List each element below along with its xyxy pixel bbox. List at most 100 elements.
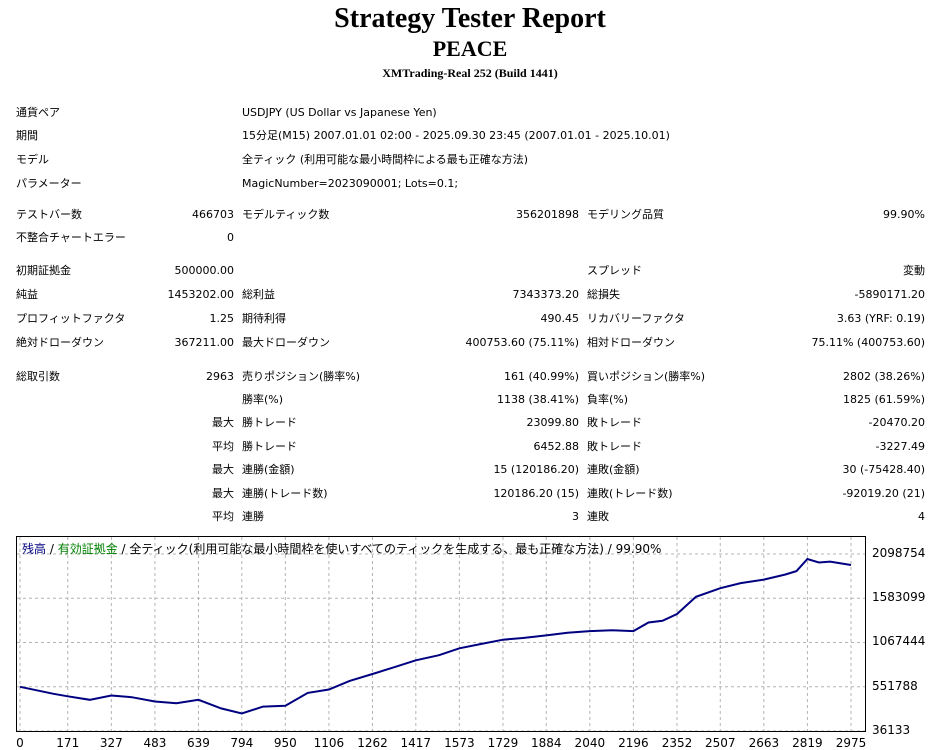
stat-qualifier: 最大	[212, 416, 234, 429]
x-tick-label: 1573	[444, 736, 475, 750]
stat-label: 勝トレード	[242, 416, 297, 429]
server-info: XMTrading-Real 252 (Build 1441)	[382, 66, 558, 80]
stat-value: 23099.80	[526, 416, 580, 429]
x-tick-label: 794	[230, 736, 254, 750]
stat-value: 490.45	[540, 312, 580, 325]
stat-label: 初期証拠金	[16, 264, 71, 277]
x-tick-label: 2507	[704, 736, 736, 750]
stat-value: 4	[918, 510, 925, 523]
stat-value: 356201898	[516, 208, 579, 221]
y-tick-label: 1583099	[872, 590, 926, 605]
stat-value: 466703	[192, 208, 234, 221]
y-tick-label: 1067444	[872, 634, 926, 649]
stat-value: -92019.20 (21)	[842, 487, 925, 500]
x-tick-label: 1417	[400, 736, 432, 750]
stat-label: 敗トレード	[587, 440, 642, 453]
stat-value: -5890171.20	[854, 288, 925, 301]
stat-qualifier: 平均	[212, 440, 234, 453]
stat-value: 2963	[206, 370, 234, 383]
stat-label: 連勝	[242, 510, 264, 523]
stat-label: 勝トレード	[242, 440, 297, 453]
stat-value: 2802 (38.26%)	[842, 370, 925, 383]
stat-label: 総損失	[587, 288, 620, 301]
report-title: Strategy Tester Report	[334, 3, 606, 34]
balance-line	[19, 557, 852, 715]
x-tick-label: 639	[187, 736, 210, 750]
stat-qualifier: 平均	[212, 510, 234, 523]
stat-label: 負率(%)	[587, 393, 629, 406]
legend-description: / 全ティック(利用可能な最小時間枠を使いすべてのティックを生成する、最も正確な…	[117, 542, 662, 556]
ea-name: PEACE	[432, 36, 508, 61]
settings-value: 全ティック (利用可能な最小時間枠による最も正確な方法)	[242, 153, 529, 166]
stat-value: 3.63 (YRF: 0.19)	[836, 312, 925, 325]
stat-label: 総取引数	[16, 370, 60, 383]
settings-label: モデル	[16, 153, 49, 166]
settings-label: 期間	[16, 129, 38, 142]
stat-label: 不整合チャートエラー	[16, 231, 126, 244]
y-tick-label: 551788	[872, 678, 918, 693]
x-tick-label: 2663	[748, 736, 780, 750]
stat-label: 連敗(トレード数)	[587, 487, 673, 500]
stat-value: -3227.49	[875, 440, 925, 453]
stat-value: 161 (40.99%)	[503, 370, 579, 383]
stat-label: プロフィットファクタ	[16, 312, 126, 325]
stat-value: 120186.20 (15)	[493, 487, 579, 500]
x-tick-label: 0	[16, 736, 24, 750]
stat-label: 最大ドローダウン	[242, 336, 330, 349]
balance-chart	[16, 536, 866, 732]
stat-value: 30 (-75428.40)	[842, 463, 925, 476]
stat-label: 連勝(トレード数)	[242, 487, 328, 500]
stat-label: テストバー数	[16, 208, 82, 221]
legend-equity: 有効証拠金	[57, 542, 118, 556]
stat-value: 3	[572, 510, 579, 523]
legend-separator: /	[46, 542, 58, 556]
x-tick-label: 2040	[574, 736, 606, 750]
x-tick-label: 1729	[487, 736, 519, 750]
stat-value: 400753.60 (75.11%)	[465, 336, 579, 349]
x-tick-label: 327	[99, 736, 123, 750]
stat-label: モデルティック数	[242, 208, 330, 221]
chart-plot	[17, 537, 865, 731]
settings-value: USDJPY (US Dollar vs Japanese Yen)	[242, 106, 437, 119]
stat-value: 0	[227, 231, 234, 244]
stat-label: 連敗(金額)	[587, 463, 640, 476]
stat-value: 7343373.20	[512, 288, 579, 301]
x-tick-label: 2975	[835, 736, 867, 750]
stat-label: スプレッド	[587, 264, 642, 277]
stat-value: 99.90%	[883, 208, 925, 221]
stat-value: 1138 (38.41%)	[496, 393, 579, 406]
settings-label: パラメーター	[16, 177, 82, 190]
stat-value: 1825 (61.59%)	[842, 393, 925, 406]
x-tick-label: 2196	[618, 736, 649, 750]
stat-label: 期待利得	[242, 312, 286, 325]
stat-qualifier: 最大	[212, 487, 234, 500]
x-tick-label: 1884	[530, 736, 562, 750]
settings-value: 15分足(M15) 2007.01.01 02:00 - 2025.09.30 …	[242, 129, 670, 142]
x-tick-label: 950	[273, 736, 297, 750]
stat-label: 買いポジション(勝率%)	[587, 370, 706, 383]
x-tick-label: 2352	[661, 736, 693, 750]
stat-value: 6452.88	[533, 440, 580, 453]
y-tick-label: 2098754	[872, 546, 926, 560]
stat-value: 75.11% (400753.60)	[811, 336, 925, 349]
stat-label: 売りポジション(勝率%)	[242, 370, 361, 383]
legend-balance: 残高	[22, 542, 47, 556]
stat-label: 敗トレード	[587, 416, 642, 429]
stat-label: 連敗	[587, 510, 609, 523]
x-tick-label: 1262	[357, 736, 388, 750]
settings-value: MagicNumber=2023090001; Lots=0.1;	[242, 177, 459, 190]
stat-value: 1453202.00	[167, 288, 234, 301]
x-tick-label: 2819	[792, 736, 823, 750]
stat-label: モデリング品質	[587, 208, 664, 221]
stat-label: 相対ドローダウン	[587, 336, 675, 349]
stat-label: 絶対ドローダウン	[16, 336, 104, 349]
settings-label: 通貨ペア	[16, 106, 60, 119]
stat-value: 1.25	[209, 312, 235, 325]
stat-qualifier: 最大	[212, 463, 234, 476]
x-tick-label: 483	[143, 736, 167, 750]
stat-value: 15 (120186.20)	[493, 463, 579, 476]
stat-value: 変動	[903, 264, 925, 277]
stat-label: リカバリーファクタ	[587, 312, 685, 325]
stat-value: -20470.20	[868, 416, 925, 429]
x-tick-label: 171	[56, 736, 80, 750]
